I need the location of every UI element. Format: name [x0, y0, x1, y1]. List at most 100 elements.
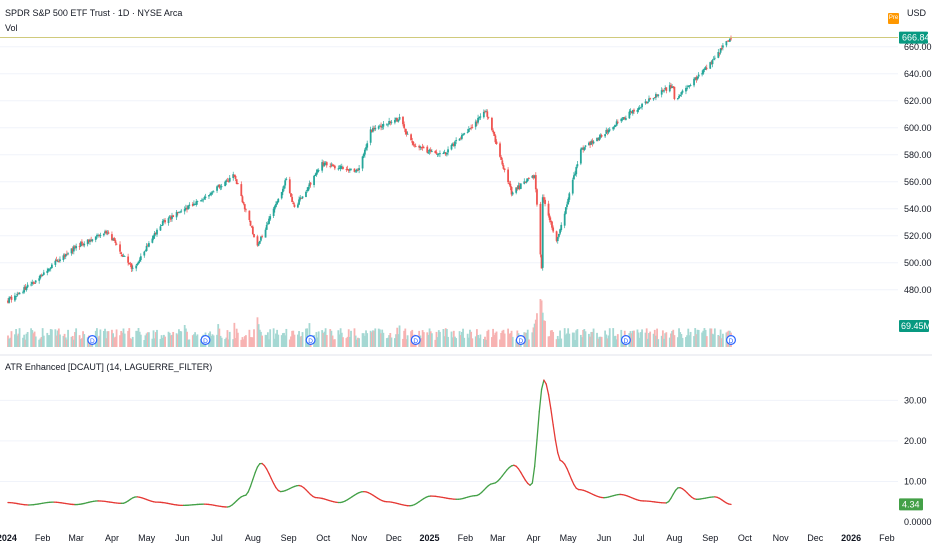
- volume-bar: [49, 329, 52, 347]
- candle-body: [600, 135, 603, 137]
- candle-body: [64, 254, 67, 257]
- volume-bar: [469, 329, 471, 347]
- volume-legend-label[interactable]: Vol: [5, 23, 18, 33]
- volume-bar: [217, 324, 220, 347]
- candle-body: [152, 235, 155, 239]
- candle-body: [233, 174, 236, 177]
- volume-bar: [167, 331, 170, 347]
- candle-body: [330, 164, 333, 166]
- volume-bar: [138, 331, 141, 347]
- volume-bar: [592, 328, 595, 347]
- volume-bar: [250, 337, 253, 347]
- volume-bar: [152, 330, 155, 347]
- volume-bar: [470, 331, 473, 347]
- volume-bar: [123, 333, 126, 347]
- x-tick-label: Apr: [105, 533, 119, 543]
- volume-bar: [566, 333, 568, 347]
- candle-body: [370, 129, 373, 132]
- volume-bar: [339, 328, 342, 347]
- price-tick-label: 520.00: [904, 231, 932, 241]
- candle-body: [439, 153, 441, 155]
- candle-body: [487, 116, 490, 118]
- candle-body: [107, 232, 110, 234]
- candle-body: [380, 125, 382, 128]
- candle-body: [644, 101, 647, 104]
- currency-label[interactable]: USD: [907, 8, 927, 18]
- candle-body: [494, 135, 497, 143]
- candle-body: [224, 181, 227, 187]
- x-tick-label: May: [138, 533, 156, 543]
- candle-body: [688, 85, 691, 87]
- candle-body: [469, 128, 471, 130]
- volume-bar: [296, 334, 299, 347]
- candle-body: [81, 241, 83, 244]
- volume-bar: [452, 330, 455, 347]
- candle-body: [120, 252, 123, 254]
- volume-bar: [354, 335, 357, 347]
- volume-bar: [474, 336, 477, 347]
- x-tick-label: Nov: [351, 533, 368, 543]
- candle-body: [678, 95, 680, 99]
- volume-bar: [703, 328, 706, 347]
- candle-body: [308, 183, 311, 187]
- candle-body: [704, 67, 707, 70]
- atr-last-badge: [899, 498, 923, 511]
- symbol-title[interactable]: SPDR S&P 500 ETF Trust · 1D · NYSE Arca: [5, 8, 183, 18]
- candle-body: [598, 137, 601, 140]
- volume-bar: [325, 335, 328, 347]
- volume-bar: [548, 336, 551, 347]
- candle-body: [705, 67, 708, 69]
- volume-bar: [366, 333, 369, 347]
- volume-bar: [471, 338, 474, 347]
- price-tick-label: 540.00: [904, 204, 932, 214]
- candle-body: [511, 192, 514, 195]
- candle-body: [14, 295, 16, 301]
- volume-bar: [290, 336, 292, 347]
- x-tick-label: Jun: [175, 533, 190, 543]
- candle-body: [703, 69, 706, 70]
- volume-bar: [154, 332, 157, 347]
- volume-bar: [332, 339, 335, 347]
- candle-body: [143, 251, 146, 256]
- volume-bar: [348, 336, 351, 347]
- volume-bar: [713, 328, 716, 347]
- volume-bar: [18, 328, 21, 347]
- candle-body: [442, 152, 445, 154]
- volume-bar: [551, 330, 553, 347]
- volume-bar: [81, 338, 83, 347]
- volume-bar: [33, 331, 36, 347]
- candle-body: [9, 297, 12, 299]
- candle-body: [257, 244, 260, 246]
- volume-bar: [704, 329, 707, 347]
- candles-group: [7, 35, 732, 304]
- candle-body: [194, 204, 197, 205]
- candle-body: [583, 147, 586, 150]
- x-tick-label: Mar: [68, 533, 84, 543]
- candle-body: [24, 286, 27, 290]
- candle-body: [397, 119, 400, 122]
- volume-bar: [130, 339, 133, 347]
- candle-body: [655, 94, 657, 98]
- x-tick-label: Oct: [738, 533, 753, 543]
- candle-body: [539, 203, 542, 255]
- candle-body: [83, 243, 86, 246]
- candle-body: [196, 201, 199, 202]
- volume-bar: [688, 335, 691, 347]
- candle-body: [613, 126, 616, 128]
- candle-body: [434, 150, 437, 154]
- candle-body: [403, 124, 406, 129]
- indicator-title[interactable]: ATR Enhanced [DCAUT] (14, LAGUERRE_FILTE…: [5, 362, 213, 372]
- candle-body: [695, 76, 698, 80]
- candle-body: [172, 215, 175, 218]
- atr-last-label: 4.34: [902, 499, 920, 509]
- volume-bar: [119, 335, 121, 347]
- candle-body: [421, 146, 424, 148]
- x-tick-label: Nov: [773, 533, 790, 543]
- candle-body: [547, 203, 550, 216]
- candle-body: [653, 97, 656, 99]
- volume-bar: [583, 329, 586, 347]
- volume-bar: [447, 336, 449, 347]
- candle-body: [450, 145, 453, 150]
- atr-line-segment: [540, 379, 545, 390]
